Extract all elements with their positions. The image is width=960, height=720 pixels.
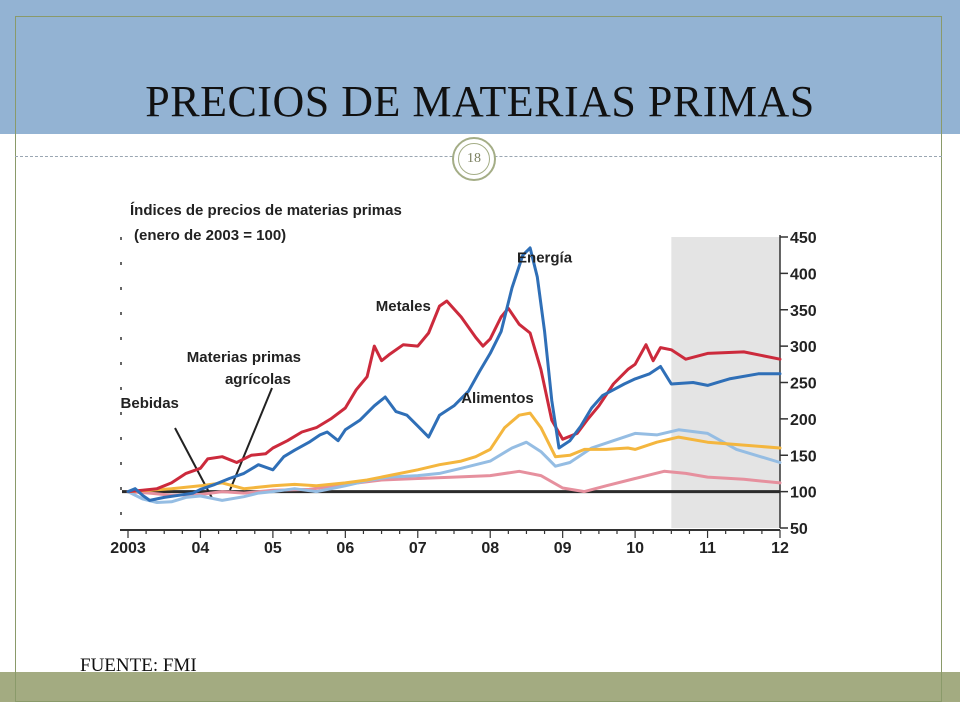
- x-tick-label: 09: [554, 540, 572, 557]
- header-band: [0, 0, 960, 134]
- series-label-materias-primas-agrícolas: Materias primas agrícolas: [187, 349, 301, 388]
- footer-band: [0, 672, 960, 702]
- x-tick-label: 12: [771, 540, 789, 557]
- chart-title: Índices de precios de materias primas: [130, 202, 402, 219]
- series-line-materias-primas-agrícolas: [126, 428, 782, 504]
- x-tick-label: 04: [192, 540, 210, 557]
- y-tick-label: 400: [790, 266, 817, 283]
- series-line-energía: [126, 246, 782, 502]
- slide-title: PRECIOS DE MATERIAS PRIMAS: [145, 77, 815, 126]
- source-note: FUENTE: FMI: [80, 655, 197, 676]
- series-line-metales: [126, 299, 782, 494]
- x-tick-label: 05: [264, 540, 282, 557]
- y-tick-label: 450: [790, 230, 817, 247]
- series-line-alimentos: [126, 411, 782, 494]
- y-tick-label: 350: [790, 303, 817, 320]
- page-number-badge: 18: [452, 137, 496, 181]
- y-tick-label: 150: [790, 448, 817, 465]
- x-tick-label: 2003: [110, 540, 146, 557]
- series-label-alimentos: Alimentos: [461, 390, 534, 407]
- series-label-energía: Energía: [517, 249, 573, 266]
- series-label-bebidas: Bebidas: [121, 395, 179, 412]
- y-tick-label: 200: [790, 412, 817, 429]
- y-tick-label: 250: [790, 376, 817, 393]
- y-tick-label: 300: [790, 339, 817, 356]
- y-tick-label: 100: [790, 485, 817, 502]
- page-number: 18: [458, 143, 490, 175]
- x-tick-label: 08: [481, 540, 499, 557]
- x-tick-label: 10: [626, 540, 644, 557]
- series-label-metales: Metales: [376, 298, 431, 315]
- x-tick-label: 06: [336, 540, 354, 557]
- x-tick-label: 11: [699, 540, 716, 557]
- leader-line-materias-primas-agrícolas: [229, 387, 273, 491]
- x-tick-label: 07: [409, 540, 427, 557]
- y-tick-label: 50: [790, 521, 808, 538]
- chart-subtitle: (enero de 2003 = 100): [134, 227, 286, 244]
- series-line-bebidas: [126, 469, 782, 497]
- slide-frame: [15, 16, 942, 702]
